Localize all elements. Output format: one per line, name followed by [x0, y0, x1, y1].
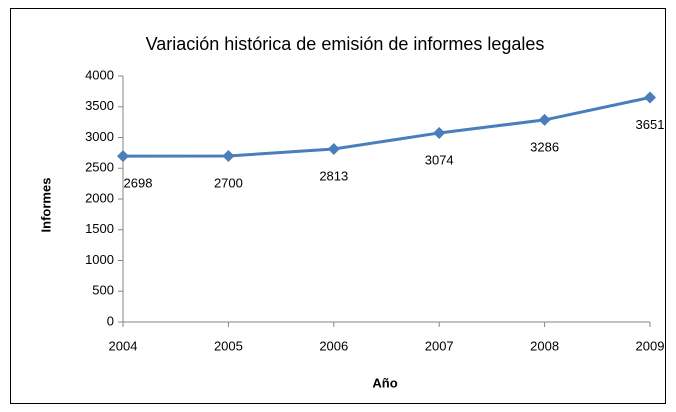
data-label: 3651: [636, 117, 665, 132]
y-tick-label: 500: [92, 283, 114, 298]
data-label: 3074: [425, 152, 454, 167]
chart-title: Variación histórica de emisión de inform…: [146, 34, 545, 54]
x-tick-label: 2009: [636, 338, 665, 353]
marker: [538, 113, 551, 126]
y-tick-label: 4000: [85, 67, 114, 82]
x-axis-title: Año: [372, 375, 397, 390]
y-tick-label: 3500: [85, 98, 114, 113]
x-tick-label: 2004: [109, 338, 138, 353]
y-tick-label: 1500: [85, 221, 114, 236]
chart-frame: [10, 8, 666, 404]
x-tick-label: 2007: [425, 338, 454, 353]
marker: [644, 91, 656, 104]
marker: [117, 150, 129, 163]
data-label: 2813: [319, 168, 348, 183]
line: [122, 95, 651, 158]
data-label: 2698: [124, 176, 153, 191]
marker: [433, 126, 446, 139]
y-tick-label: 2500: [85, 160, 114, 175]
y-tick-label: 2000: [85, 190, 114, 205]
y-tick-label: 3000: [85, 129, 114, 144]
marker: [327, 143, 340, 156]
marker: [222, 149, 235, 162]
y-tick-label: 1000: [85, 252, 114, 267]
data-label: 2700: [214, 175, 243, 190]
x-tick-label: 2006: [319, 338, 348, 353]
y-axis-title: Informes: [38, 178, 53, 233]
data-label: 3286: [530, 139, 559, 154]
y-tick-label: 0: [107, 313, 114, 328]
x-tick-label: 2008: [530, 338, 559, 353]
x-tick-label: 2005: [214, 338, 243, 353]
